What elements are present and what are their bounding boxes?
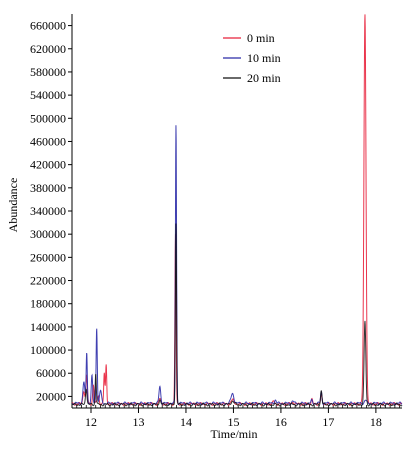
series-line-0-min: [71, 14, 403, 406]
x-tick-label: 15: [227, 415, 239, 429]
series-layer: [71, 14, 403, 407]
legend-label: 20 min: [247, 71, 281, 85]
legend-label: 0 min: [247, 31, 275, 45]
x-tick-label: 17: [322, 415, 334, 429]
y-axis-ticks: 20000 60000 100000 140000 180000 220000 260000…: [30, 19, 72, 403]
y-tick-label: 460000: [30, 134, 66, 148]
y-tick-label: 140000: [30, 320, 66, 334]
series-line-10-min: [71, 125, 403, 406]
legend-label: 10 min: [247, 51, 281, 65]
x-tick-label: 13: [132, 415, 144, 429]
x-tick-label: 12: [85, 415, 97, 429]
y-tick-label: 60000: [36, 366, 66, 380]
x-axis-ticks: 12 13 14 15 16 17 18: [71, 405, 401, 429]
series-line-20-min: [71, 223, 403, 407]
x-tick-label: 16: [275, 415, 287, 429]
y-tick-label: 100000: [30, 343, 66, 357]
y-tick-label: 300000: [30, 227, 66, 241]
x-tick-label: 14: [180, 415, 192, 429]
y-tick-label: 380000: [30, 181, 66, 195]
y-tick-label: 20000: [36, 389, 66, 403]
y-tick-label: 580000: [30, 65, 66, 79]
y-tick-label: 660000: [30, 19, 66, 33]
y-tick-label: 620000: [30, 42, 66, 56]
x-axis-label: Time/min: [211, 427, 258, 441]
y-axis-label: Abundance: [6, 178, 20, 233]
y-tick-label: 260000: [30, 250, 66, 264]
axes: [71, 14, 402, 409]
y-tick-label: 420000: [30, 158, 66, 172]
y-tick-label: 340000: [30, 204, 66, 218]
legend: 0 min 10 min 20 min: [223, 31, 281, 85]
y-tick-label: 180000: [30, 297, 66, 311]
y-tick-label: 540000: [30, 88, 66, 102]
x-tick-label: 18: [370, 415, 382, 429]
y-tick-label: 500000: [30, 111, 66, 125]
y-tick-label: 220000: [30, 274, 66, 288]
